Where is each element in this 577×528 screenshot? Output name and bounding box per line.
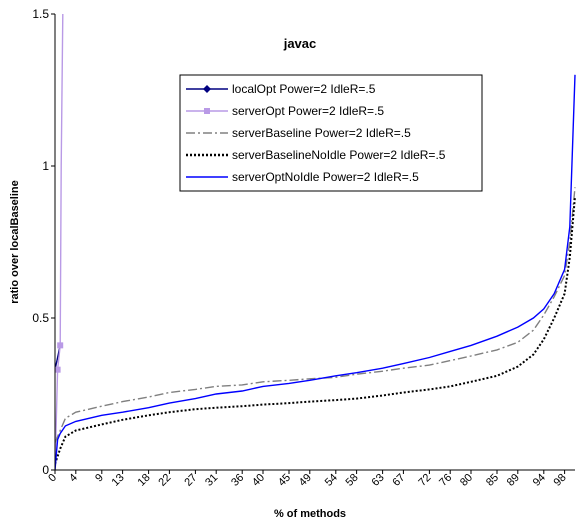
legend-label: serverBaselineNoIdle Power=2 IdleR=.5	[232, 148, 446, 162]
x-tick-label: 0	[46, 472, 59, 485]
y-tick-label: 0	[42, 463, 49, 477]
series-2	[55, 187, 576, 443]
x-tick-label: 67	[390, 472, 407, 489]
series-3	[55, 196, 576, 465]
x-tick-label: 45	[276, 472, 293, 489]
x-tick-label: 76	[437, 472, 454, 489]
series-line	[55, 13, 64, 470]
x-tick-label: 4	[67, 472, 80, 485]
series-point	[55, 366, 61, 373]
x-tick-label: 94	[531, 472, 548, 489]
x-tick-label: 80	[458, 472, 475, 489]
x-tick-label: 36	[229, 472, 246, 489]
legend-label: serverOptNoIdle Power=2 IdleR=.5	[232, 170, 419, 184]
series-line	[55, 74, 576, 470]
x-tick-label: 98	[552, 472, 569, 489]
x-tick-label: 31	[203, 472, 220, 489]
x-tick-label: 9	[93, 472, 106, 485]
x-tick-label: 85	[484, 472, 501, 489]
x-tick-label: 72	[416, 472, 433, 489]
chart-title: javac	[283, 36, 317, 51]
x-tick-label: 22	[156, 472, 173, 489]
series-1	[55, 13, 64, 470]
y-axis-label: ratio over localBaseline	[9, 180, 21, 304]
x-tick-label: 49	[297, 472, 314, 489]
legend: localOpt Power=2 IdleR=.5 serverOpt Power…	[179, 74, 483, 192]
series-4	[55, 74, 576, 470]
legend-box	[179, 74, 483, 192]
x-tick-label: 58	[344, 472, 361, 489]
series-line	[55, 196, 576, 465]
series-point	[57, 342, 64, 349]
y-tick-label: 1	[42, 159, 49, 173]
series-layer	[55, 13, 576, 470]
x-tick-label: 40	[250, 472, 267, 489]
legend-label: localOpt Power=2 IdleR=.5	[232, 82, 376, 96]
y-tick-label: 0.5	[32, 311, 49, 325]
x-tick-label: 13	[110, 472, 127, 489]
series-line	[55, 187, 576, 443]
x-tick-label: 27	[182, 472, 199, 489]
x-tick-label: 54	[323, 472, 340, 489]
y-tick-label: 1.5	[32, 7, 49, 21]
legend-marker	[204, 108, 210, 114]
x-tick-label: 18	[136, 472, 153, 489]
x-tick-label: 63	[370, 472, 387, 489]
x-tick-label: 89	[505, 472, 522, 489]
legend-marker	[203, 85, 211, 93]
x-axis-label: % of methods	[274, 508, 346, 520]
legend-label: serverBaseline Power=2 IdleR=.5	[232, 126, 411, 140]
legend-label: serverOpt Power=2 IdleR=.5	[232, 104, 384, 118]
